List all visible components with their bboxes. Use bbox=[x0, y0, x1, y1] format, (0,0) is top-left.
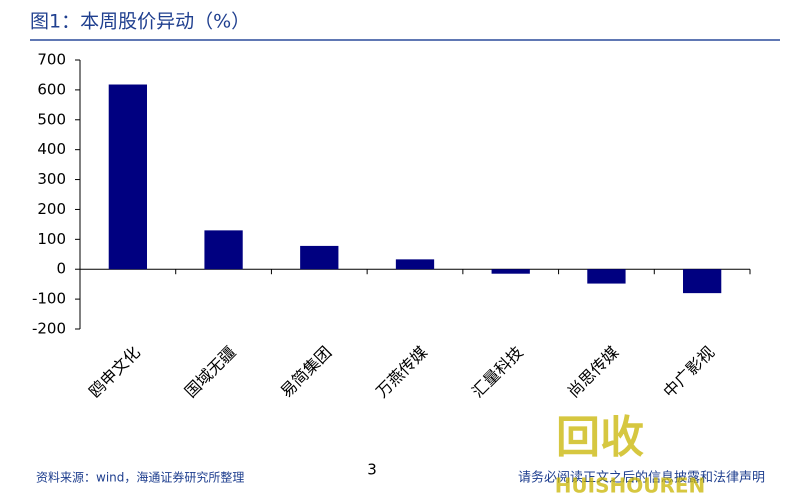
bar bbox=[587, 269, 626, 284]
y-tick-label: 400 bbox=[37, 140, 66, 158]
y-tick-label: -200 bbox=[32, 320, 66, 338]
x-tick-label: 尚思传媒 bbox=[564, 343, 623, 402]
x-tick-label: 中广影视 bbox=[659, 343, 718, 402]
y-tick-label: 200 bbox=[37, 200, 66, 218]
disclaimer: 请务必阅读正文之后的信息披露和法律声明 bbox=[518, 470, 765, 486]
bar bbox=[491, 269, 530, 274]
page-number: 3 bbox=[367, 461, 377, 479]
y-tick-label: 500 bbox=[37, 110, 66, 128]
source: 资料来源：wind，海通证券研究所整理 bbox=[36, 470, 244, 485]
y-tick-label: 0 bbox=[56, 260, 66, 278]
watermark-mark: 回收 bbox=[556, 412, 644, 463]
plot: -200 -100 0 100 200 300 400 500 600 700 鸥申文化 国域无疆 易简… bbox=[32, 51, 751, 402]
x-tick-label: 万燕传媒 bbox=[372, 343, 431, 402]
x-tick-label: 汇量科技 bbox=[468, 343, 527, 402]
y-tick-label: 700 bbox=[37, 51, 66, 69]
x-tick-label: 国域无疆 bbox=[181, 343, 240, 402]
watermark-text: HUISHOUREN bbox=[555, 474, 706, 498]
bar bbox=[683, 269, 722, 294]
title: 图1：本周股价异动（%） bbox=[30, 11, 250, 33]
y-tick-label: -100 bbox=[32, 290, 66, 308]
x-tick-label: 易简集团 bbox=[277, 343, 336, 402]
bar bbox=[300, 245, 339, 270]
x-tick-label: 鸥申文化 bbox=[85, 343, 144, 402]
y-tick-label: 600 bbox=[37, 80, 66, 98]
y-tick-label: 300 bbox=[37, 170, 66, 188]
bar bbox=[395, 259, 435, 270]
bar bbox=[204, 230, 243, 270]
bar bbox=[108, 84, 147, 270]
y-tick-label: 100 bbox=[37, 230, 66, 248]
